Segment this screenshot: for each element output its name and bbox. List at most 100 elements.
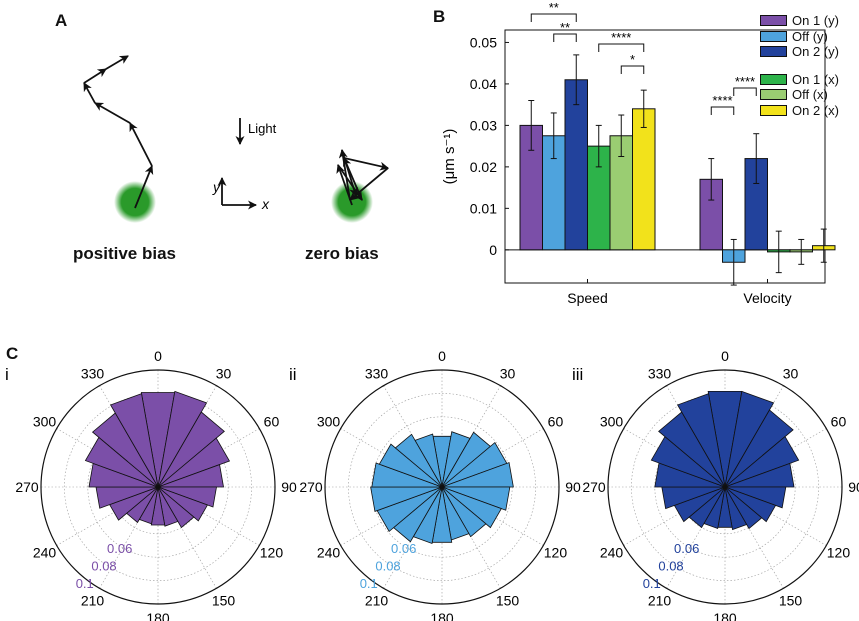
polar-outer-ring <box>40 369 276 605</box>
legend-item: On 2 (x) <box>760 103 839 119</box>
significance-bracket <box>598 43 645 52</box>
legend-label: On 1 (x) <box>792 71 839 87</box>
polar-wedge <box>414 433 443 488</box>
cell-spot-positive <box>114 181 156 223</box>
legend-item: Off (x) <box>760 87 839 103</box>
legend-swatch <box>760 73 787 85</box>
subpanel-label: iii <box>572 365 583 384</box>
polar-angle-label: 60 <box>264 414 280 430</box>
polar-angle-label: 90 <box>565 479 581 495</box>
polar-angle-label: 30 <box>500 366 516 382</box>
polar-angle-label: 30 <box>783 366 799 382</box>
significance-bracket <box>710 106 735 115</box>
legend-item: Off (y) <box>760 29 839 45</box>
polar-angle-label: 90 <box>281 479 297 495</box>
polar-angle-label: 150 <box>496 592 520 608</box>
polar-angle-label: 150 <box>212 592 236 608</box>
significance-bracket <box>733 87 757 96</box>
polar-angle-label: 270 <box>299 479 323 495</box>
polar-angle-label: 210 <box>365 592 389 608</box>
caption-positive-bias: positive bias <box>73 244 176 263</box>
legend-swatch <box>760 15 787 27</box>
trajectory-zero <box>336 149 389 206</box>
polar-angle-label: 30 <box>216 366 232 382</box>
polar-plot: 0 30 60 90 120 150 180 210 240 270 300 330 0.06 0.08 0… <box>289 348 581 621</box>
legend-swatch <box>760 46 787 58</box>
significance-label: **** <box>611 30 631 45</box>
significance-bracket <box>530 13 577 22</box>
significance-label: ** <box>549 0 559 15</box>
y-tick-label: 0.04 <box>470 76 497 92</box>
polar-radius-label: 0.08 <box>375 559 400 574</box>
axes-icon <box>217 177 257 210</box>
y-axis-letter: y <box>212 179 221 195</box>
y-tick-label: 0 <box>489 242 497 258</box>
polar-angle-label: 300 <box>600 414 624 430</box>
polar-radius-label: 0.06 <box>391 541 416 556</box>
polar-wedge <box>677 393 726 488</box>
polar-angle-label: 240 <box>33 545 57 561</box>
y-tick-label: 0.05 <box>470 34 497 50</box>
legend-label: Off (y) <box>792 28 828 44</box>
legend-label: On 1 (y) <box>792 13 839 28</box>
panel-c-letter: C <box>6 344 19 363</box>
x-axis-letter: x <box>261 196 270 212</box>
light-label: Light <box>248 121 277 136</box>
polar-angle-label: 120 <box>827 545 851 561</box>
polar-angle-label: 0 <box>438 348 446 364</box>
polar-angle-label: 270 <box>582 479 606 495</box>
significance-label: * <box>630 52 635 67</box>
polar-angle-label: 150 <box>779 592 803 608</box>
polar-angle-label: 240 <box>317 545 341 561</box>
polar-outer-ring <box>607 369 843 605</box>
polar-angle-label: 210 <box>648 592 672 608</box>
polar-grid-ring <box>348 393 536 581</box>
significance-bracket <box>553 33 577 42</box>
polar-outer-ring <box>324 369 560 605</box>
polar-angle-label: 330 <box>365 366 389 382</box>
polar-grid-ring <box>64 393 252 581</box>
caption-zero-bias: zero bias <box>305 244 379 263</box>
polar-angle-label: 180 <box>146 610 170 621</box>
bar-chart-legend: On 1 (y) Off (y) On 2 (y) On 1 (x) Off (… <box>760 13 839 118</box>
subpanel-label: ii <box>289 365 297 384</box>
polar-angle-label: 270 <box>15 479 39 495</box>
panel-b-letter: B <box>433 7 446 26</box>
legend-swatch <box>760 30 787 42</box>
polar-radius-label: 0.1 <box>76 576 94 591</box>
polar-angle-label: 300 <box>33 414 57 430</box>
polar-angle-label: 210 <box>81 592 105 608</box>
polar-angle-label: 240 <box>600 545 624 561</box>
legend-item: On 1 (x) <box>760 72 839 88</box>
legend-label: On 2 (x) <box>792 102 839 118</box>
legend-item: On 2 (y) <box>760 44 839 60</box>
significance-label: **** <box>735 74 755 89</box>
polar-radius-label: 0.06 <box>674 541 699 556</box>
polar-wedge <box>110 393 159 488</box>
panel-a-letter: A <box>55 11 68 30</box>
y-tick-label: 0.02 <box>470 159 497 175</box>
significance-label: ** <box>560 20 570 35</box>
panel-a-diagram: Light y x <box>83 55 389 223</box>
polar-plot: 0 30 60 90 120 150 180 210 240 270 300 330 0.06 0.08 0… <box>572 348 859 621</box>
polar-angle-label: 0 <box>721 348 729 364</box>
polar-radius-label: 0.08 <box>91 559 116 574</box>
polar-angle-label: 300 <box>317 414 341 430</box>
y-tick-label: 0.01 <box>470 200 497 216</box>
polar-angle-label: 90 <box>848 479 859 495</box>
plot-frame <box>504 29 826 284</box>
significance-label: **** <box>712 93 732 108</box>
subpanel-label: i <box>5 365 9 384</box>
polar-angle-label: 180 <box>430 610 454 621</box>
legend-label: On 2 (y) <box>792 44 839 59</box>
polar-angle-label: 180 <box>713 610 737 621</box>
polar-angle-label: 330 <box>648 366 672 382</box>
polar-angle-label: 120 <box>260 545 284 561</box>
legend-item: On 1 (y) <box>760 13 839 29</box>
polar-grid-ring <box>631 393 819 581</box>
polar-radius-label: 0.1 <box>643 576 661 591</box>
polar-radius-label: 0.08 <box>658 559 683 574</box>
polar-plot: 0 30 60 90 120 150 180 210 240 270 300 330 0.06 0.08 0… <box>5 348 297 621</box>
x-tick-label: Speed <box>567 290 607 306</box>
